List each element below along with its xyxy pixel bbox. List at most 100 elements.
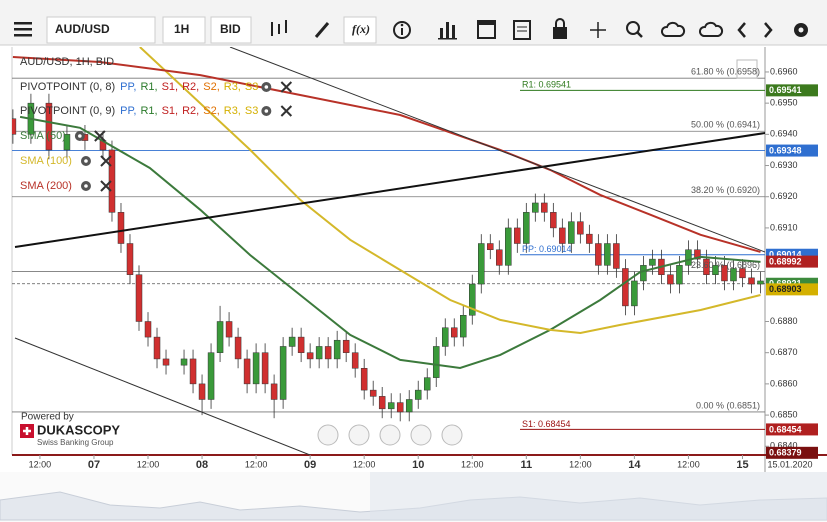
candle-body: [586, 233, 593, 244]
price-tag-label: 0.68992: [769, 256, 802, 266]
x-tick-label: 07: [88, 459, 100, 471]
instrument-field[interactable]: [46, 16, 156, 44]
fit[interactable]: [379, 424, 401, 446]
candle-body: [667, 274, 674, 285]
remove-icon[interactable]: [100, 155, 112, 167]
report-button[interactable]: [513, 20, 531, 40]
x-tick-label: 12:00: [461, 459, 484, 469]
calendar-button[interactable]: [477, 20, 496, 39]
trend-line[interactable]: [14, 337, 311, 455]
candle-body: [523, 212, 530, 244]
price-tag-label: 0.68454: [769, 424, 802, 434]
candle-body: [360, 368, 368, 391]
period-button[interactable]: [162, 16, 206, 44]
candle-body: [487, 243, 494, 251]
candle-body: [478, 243, 485, 285]
candle-body: [721, 265, 728, 282]
settings-button[interactable]: [794, 23, 808, 37]
legend-pivot-item: R1,: [140, 81, 157, 93]
candle-body: [207, 352, 215, 400]
legend-entry[interactable]: SMA (100): [20, 155, 72, 167]
period[interactable]: 1H: [174, 22, 189, 36]
forward-button[interactable]: [764, 22, 773, 38]
candle-body: [180, 358, 188, 366]
indicators-button[interactable]: [438, 22, 457, 40]
legend-pivot-item: R3,: [224, 105, 241, 117]
candle-body: [405, 399, 413, 413]
price-tag: [766, 283, 818, 296]
legend-pivot[interactable]: PIVOTPOINT (0, 9): [20, 105, 115, 117]
candle-body: [685, 249, 692, 266]
trend-line[interactable]: [14, 132, 765, 248]
candle-body: [712, 265, 719, 275]
candle-body: [649, 258, 656, 266]
zoom-out[interactable]: [348, 424, 370, 446]
zoom-button[interactable]: [626, 21, 643, 38]
fib-label: 23.60 % (0.6896): [691, 260, 760, 270]
candle-body: [342, 339, 350, 353]
brand-tagline: Swiss Banking Group: [37, 438, 114, 447]
fx-button[interactable]: [343, 16, 377, 44]
candle-body: [559, 227, 566, 244]
pivot-label: S1: 0.68454: [522, 419, 571, 429]
candle-body: [541, 202, 548, 213]
remove-icon[interactable]: [100, 180, 112, 192]
fib-label: 38.20 % (0.6920): [691, 185, 760, 195]
zoom-in[interactable]: [410, 424, 432, 446]
candle-body: [270, 383, 278, 400]
price-tag: [766, 84, 818, 97]
remove-icon[interactable]: [280, 105, 293, 117]
side-button[interactable]: [210, 16, 252, 44]
x-tick-label: 11: [520, 459, 532, 471]
fx-label[interactable]: f(x): [352, 22, 370, 36]
restore-icon[interactable]: [736, 59, 758, 79]
legend-pivot-item: S2,: [203, 81, 220, 93]
x-tick-label: 12:00: [569, 459, 592, 469]
y-tick-label: 0.6920: [770, 191, 798, 201]
date-label: 15.01.2020: [767, 459, 812, 469]
info-button[interactable]: [393, 21, 411, 39]
side[interactable]: BID: [220, 22, 241, 36]
candle-body: [306, 352, 314, 360]
download-button[interactable]: [698, 21, 724, 37]
menu-button[interactable]: [14, 22, 32, 37]
price-tag-label: 0.68379: [769, 448, 802, 458]
instrument[interactable]: AUD/USD: [55, 22, 110, 36]
candle-body: [730, 268, 737, 282]
candle-body: [324, 346, 332, 360]
scroll-controls: [317, 424, 463, 446]
candle-body: [613, 243, 620, 269]
scroll-left[interactable]: [317, 424, 339, 446]
x-tick-label: 12:00: [353, 459, 376, 469]
candle-body: [279, 346, 287, 400]
remove-icon[interactable]: [280, 81, 293, 93]
legend-entry[interactable]: SMA (200): [20, 180, 72, 192]
lock-button[interactable]: [553, 18, 567, 39]
x-tick-label: 12:00: [245, 459, 268, 469]
brand-cross: [23, 427, 31, 435]
y-tick-label: 0.6860: [770, 378, 798, 388]
back-button[interactable]: [737, 22, 746, 38]
navigator-window[interactable]: [370, 472, 827, 520]
price-tag-label: 0.69541: [769, 85, 802, 95]
legend-pivot-item: S3: [245, 81, 258, 93]
scroll-right[interactable]: [441, 424, 463, 446]
sma-line: [19, 115, 761, 370]
candle-body: [153, 336, 161, 360]
remove-icon[interactable]: [94, 130, 106, 142]
candle-body: [12, 118, 17, 135]
candle-body: [423, 377, 431, 391]
upload-button[interactable]: [660, 21, 686, 37]
draw-button[interactable]: [314, 22, 330, 38]
sma-line: [12, 56, 761, 253]
candle-body: [441, 327, 449, 347]
settings-icon-hole: [84, 159, 88, 163]
candle-body: [496, 249, 503, 266]
legend-entry[interactable]: SMA (50): [20, 130, 66, 142]
candle-type-button[interactable]: [271, 20, 287, 36]
trend-line[interactable]: [229, 47, 765, 253]
price-tag: [766, 248, 818, 261]
legend-pivot[interactable]: PIVOTPOINT (0, 8): [20, 81, 115, 93]
crosshair-button[interactable]: [590, 22, 606, 38]
